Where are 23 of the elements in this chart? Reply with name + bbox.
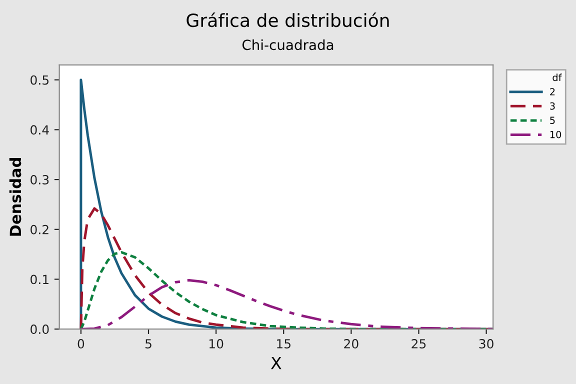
y-tick-label: 0.5 <box>30 75 49 85</box>
legend-label: 2 <box>550 88 555 96</box>
x-tick-label: 20 <box>344 339 358 348</box>
legend-label: 5 <box>550 116 555 124</box>
x-tick-label: 10 <box>209 339 224 348</box>
x-tick-label: 15 <box>277 339 290 348</box>
y-tick-label: 0.1 <box>30 274 48 284</box>
x-tick-label: 25 <box>412 339 426 348</box>
y-tick-label: 0.3 <box>30 175 49 184</box>
y-tick-label: 0.0 <box>30 324 49 334</box>
legend-label: 10 <box>550 130 562 138</box>
y-tick-label: 0.2 <box>30 224 48 234</box>
x-tick-label: 5 <box>145 339 152 348</box>
chart-title: Gráfica de distribución <box>186 12 389 28</box>
legend-title: df <box>552 74 562 82</box>
x-tick-label: 30 <box>479 339 494 348</box>
y-axis-title: Densidad <box>9 158 22 236</box>
chart-subtitle: Chi-cuadrada <box>242 39 334 50</box>
y-tick-label: 0.4 <box>30 125 49 135</box>
line-series <box>80 278 494 330</box>
x-tick-label: 0 <box>78 339 84 348</box>
legend-label: 3 <box>550 102 555 110</box>
x-axis-title: X <box>270 356 282 370</box>
